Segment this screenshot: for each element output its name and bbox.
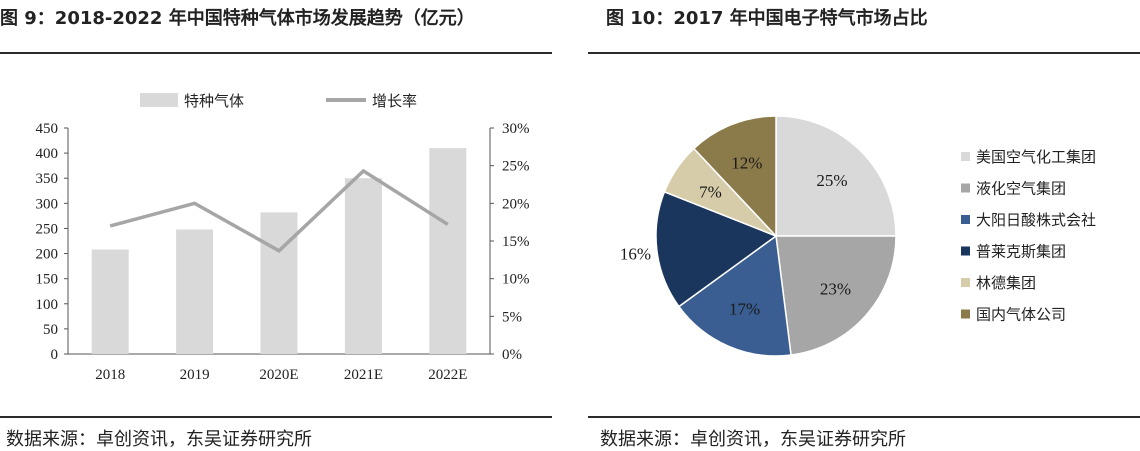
pie-slices [655,115,897,357]
left-y-tick-label: 350 [36,171,59,187]
x-tick-labels: 2018 2019 2020E 2021E 2022E [95,367,467,383]
bar-series [91,148,467,354]
x-tick-label: 2020E [259,367,298,383]
right-chart-title: 图 10：2017 年中国电子特气市场占比 [606,8,928,29]
pie-slice-0 [775,115,897,237]
legend-label: 林德集团 [976,274,1036,292]
pie-slice-2 [677,234,792,357]
legend-swatch [961,278,970,287]
pie-chart: 25% 23% 17% 16% 7% 12% 美国空气化工集团液化空气集团大阳日酸株式会社… [620,115,1096,357]
pie-value-label: 23% [820,279,851,298]
legend-swatch [961,152,970,161]
right-source-note: 数据来源：卓创资讯，东吴证券研究所 [600,429,906,450]
left-source-note: 数据来源：卓创资讯，东吴证券研究所 [6,429,312,450]
legend-swatch [961,309,970,319]
legend-label: 国内气体公司 [976,306,1066,324]
pie-value-label: 25% [816,171,847,190]
left-title-rule [0,52,552,54]
bar-2019 [176,229,214,354]
growth-rate-line [109,168,449,253]
bar-line-chart: 特种气体 增长率 0 50 100 150 200 250 300 350 400 450 0% 5% 1… [36,92,530,383]
chart-legend: 特种气体 增长率 [140,92,417,110]
pie-value-label: 17% [729,300,760,319]
pie-value-labels: 25% 23% 17% 16% 7% 12% [620,153,851,318]
legend-label: 普莱克斯集团 [976,243,1066,261]
pie-slice-3 [655,190,778,308]
pie-value-label: 12% [731,153,762,172]
right-y-tick-label: 10% [502,272,530,288]
left-y-tick-label: 100 [36,297,59,313]
pie-slice-5 [692,115,777,238]
left-y-tick-label: 50 [43,322,58,338]
legend-swatch [961,246,970,256]
legend-swatch [961,183,970,193]
left-y-tick-label: 200 [36,247,59,263]
legend-bar-label: 特种气体 [184,92,244,110]
legend-label: 大阳日酸株式会社 [976,211,1096,229]
left-chart-title: 图 9：2018-2022 年中国特种气体市场发展趋势（亿元） [0,8,475,29]
x-tick-label: 2019 [180,367,210,383]
right-y-tick-label: 15% [502,234,530,250]
right-y-tick-label: 25% [502,159,530,175]
left-y-tick-label: 400 [36,146,59,162]
bar-2020E [260,212,298,354]
bar-2022E [429,148,467,354]
left-y-tick-label: 150 [36,272,59,288]
left-y-tick-label: 300 [36,196,59,212]
line-series [109,168,449,253]
pie-value-label: 7% [699,182,722,201]
right-y-tick-label: 5% [502,309,522,325]
legend-label: 美国空气化工集团 [976,148,1096,166]
left-source-rule [0,416,552,418]
chart-axes: 0 50 100 150 200 250 300 350 400 450 0% 5% 10% 15% 20%… [36,121,530,363]
right-y-tick-label: 0% [502,347,522,363]
right-y-tick-label: 30% [502,121,530,137]
legend-label: 液化空气集团 [976,180,1066,198]
pie-slice-1 [775,235,897,356]
legend-bar-swatch [140,93,178,107]
legend-line-label: 增长率 [372,92,417,110]
left-y-tick-label: 250 [36,221,59,237]
left-y-tick-label: 450 [36,121,59,137]
bar-2018 [91,249,129,354]
right-source-rule [588,416,1140,418]
right-title-rule [588,52,1140,54]
right-y-tick-label: 20% [502,196,530,212]
pie-value-label: 16% [620,245,651,264]
legend-swatch [961,215,970,224]
x-tick-label: 2021E [344,367,383,383]
x-tick-label: 2018 [95,367,125,383]
x-tick-label: 2022E [428,367,467,383]
bar-2021E [344,178,382,354]
left-y-tick-label: 0 [51,347,59,363]
